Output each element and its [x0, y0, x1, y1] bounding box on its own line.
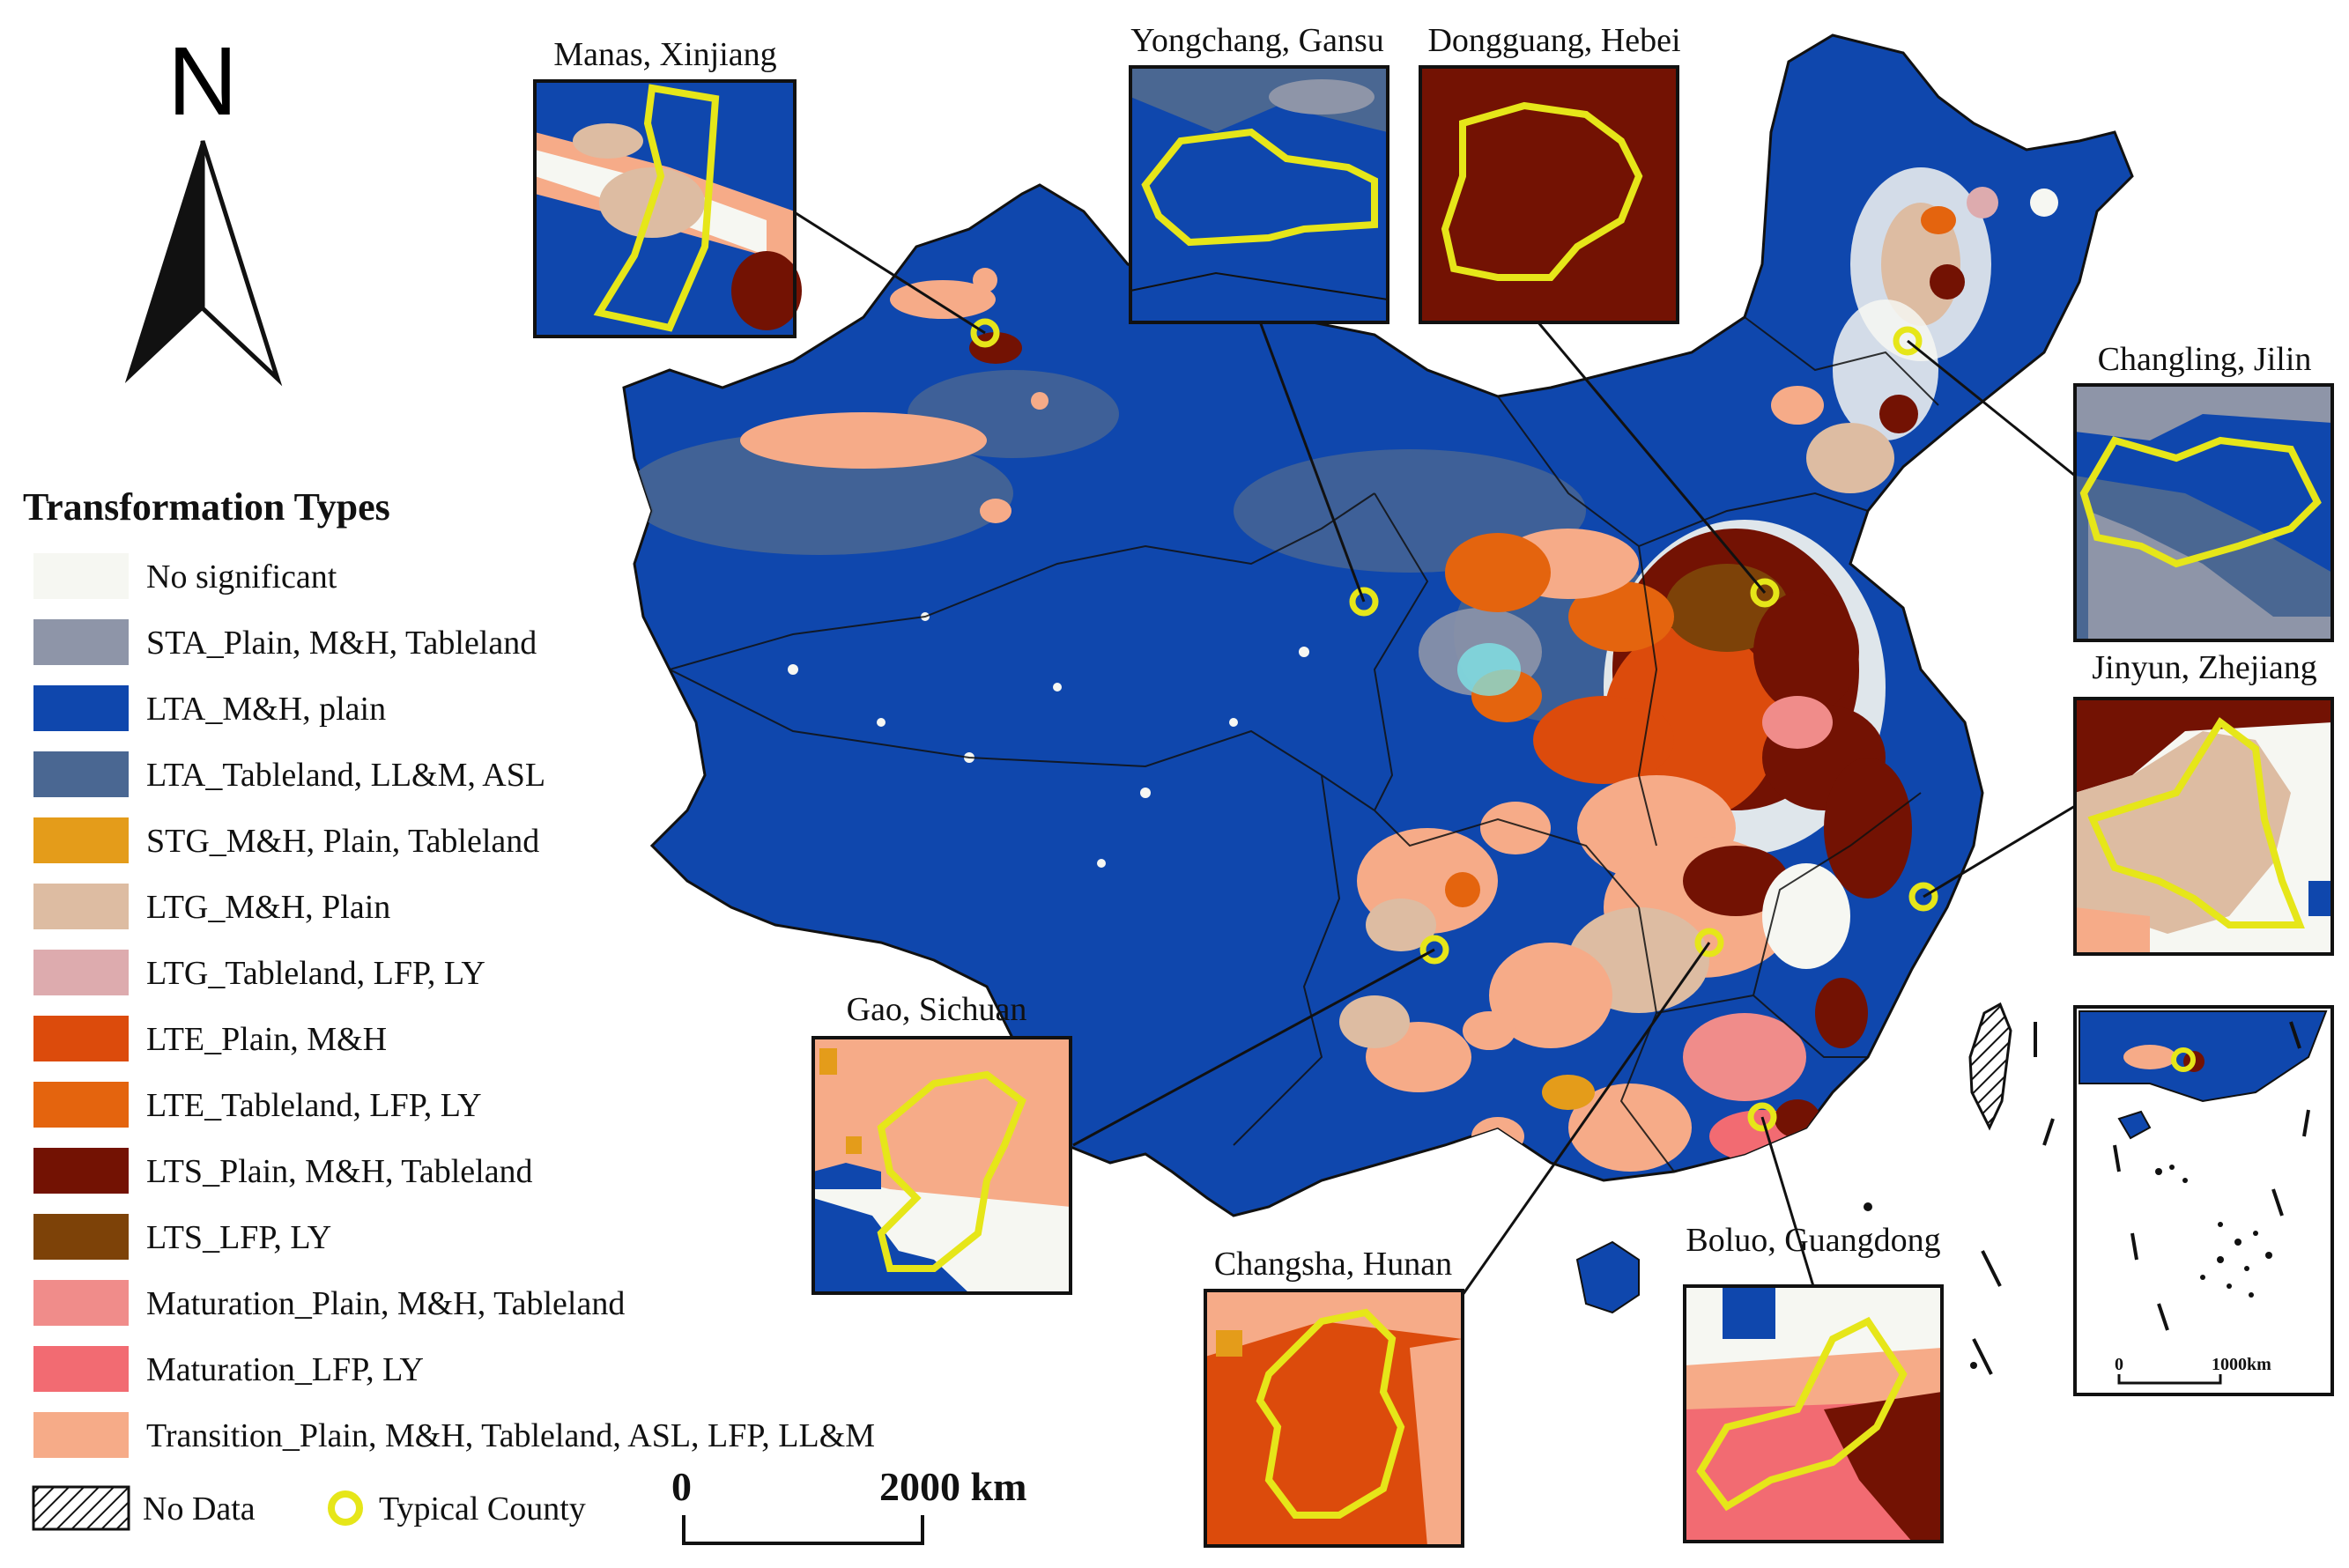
legend-item: Transition_Plain, M&H, Tableland, ASL, L…: [33, 1412, 875, 1458]
scale-end: 2000 km: [879, 1464, 1026, 1509]
legend-label: STA_Plain, M&H, Tableland: [146, 625, 537, 662]
typical-county-markers: [970, 318, 1938, 1132]
inset-title: Manas, Xinjiang: [553, 36, 776, 73]
mini-scale-end: 1000km: [2212, 1355, 2271, 1374]
legend-label: LTG_Tableland, LFP, LY: [146, 955, 485, 992]
inset-changling: Changling, Jilin: [2073, 341, 2334, 642]
legend-item: LTE_Plain, M&H: [33, 1016, 387, 1061]
mainland-patches: [626, 167, 2058, 1172]
legend-item: LTG_M&H, Plain: [33, 884, 390, 929]
inset-title: Changling, Jilin: [2098, 341, 2312, 378]
legend-no-data: No Data: [32, 1485, 256, 1531]
legend-title: Transformation Types: [23, 485, 390, 529]
marker-changling[interactable]: [1893, 326, 1923, 356]
scale-bar: 0 2000 km: [671, 1464, 1026, 1545]
legend-swatch: [33, 553, 129, 599]
inset-changsha: Changsha, Hunan: [1204, 1246, 1464, 1548]
legend-label: No significant: [146, 558, 337, 595]
legend-label: LTS_Plain, M&H, Tableland: [146, 1153, 533, 1190]
marker-manas[interactable]: [970, 318, 1000, 348]
inset-title: Yongchang, Gansu: [1130, 22, 1383, 59]
inset-title: Boluo, Guangdong: [1686, 1222, 1940, 1259]
legend-label: LTA_M&H, plain: [146, 691, 386, 728]
legend-swatch: [33, 1214, 129, 1260]
marker-boluo[interactable]: [1747, 1102, 1777, 1132]
legend-item: LTA_M&H, plain: [33, 685, 386, 731]
legend-item: Maturation_Plain, M&H, Tableland: [33, 1280, 625, 1326]
legend-swatch: [33, 685, 129, 731]
legend-swatch: [33, 751, 129, 797]
legend-item: LTS_LFP, LY: [33, 1214, 331, 1260]
north-label: N: [167, 27, 237, 136]
inset-manas: Manas, Xinjiang: [533, 36, 802, 338]
marker-jinyun[interactable]: [1908, 882, 1938, 912]
legend-swatch: [33, 619, 129, 665]
mainland: [622, 33, 2134, 1217]
legend-label: Maturation_Plain, M&H, Tableland: [146, 1285, 625, 1322]
legend-item: STG_M&H, Plain, Tableland: [33, 817, 539, 863]
legend-swatch: [33, 950, 129, 995]
legend-swatch: [33, 884, 129, 929]
legend-swatch: [33, 1412, 129, 1458]
inset-yongchang: Yongchang, Gansu: [1129, 22, 1389, 324]
legend-typical-county: Typical County: [328, 1490, 586, 1527]
inset-south-china-sea: 0 1000km: [2073, 1005, 2334, 1396]
legend-item: Maturation_LFP, LY: [33, 1346, 424, 1392]
marker-yongchang[interactable]: [1349, 587, 1379, 617]
leader-lines: [792, 210, 2076, 1296]
inset-jinyun: Jinyun, Zhejiang: [2073, 649, 2334, 956]
legend-item: LTA_Tableland, LL&M, ASL: [33, 751, 545, 797]
hainan-island: [1575, 1240, 1640, 1314]
inset-title: Changsha, Hunan: [1214, 1246, 1452, 1283]
scale-start: 0: [671, 1464, 692, 1509]
legend-item: LTE_Tableland, LFP, LY: [33, 1082, 482, 1128]
legend-label: LTE_Tableland, LFP, LY: [146, 1087, 482, 1124]
legend-swatch: [33, 1016, 129, 1061]
legend: Transformation Types No significant STA_P…: [23, 485, 875, 1531]
legend-item: LTS_Plain, M&H, Tableland: [33, 1148, 533, 1194]
legend-swatch: [33, 1280, 129, 1326]
marker-changsha[interactable]: [1694, 928, 1724, 958]
mini-scale-start: 0: [2115, 1355, 2123, 1374]
inset-gao: Gao, Sichuan: [811, 991, 1072, 1295]
legend-swatch: [33, 817, 129, 863]
legend-label: LTA_Tableland, LL&M, ASL: [146, 757, 545, 794]
sea-dash-marks: [1972, 1022, 2055, 1375]
marker-gao[interactable]: [1419, 935, 1449, 965]
legend-items: No significant STA_Plain, M&H, Tableland L…: [33, 553, 875, 1458]
legend-label: LTG_M&H, Plain: [146, 889, 390, 926]
inset-title: Dongguang, Hebei: [1427, 22, 1680, 59]
legend-swatch: [33, 1082, 129, 1128]
legend-item: STA_Plain, M&H, Tableland: [33, 619, 537, 665]
legend-label: LTE_Plain, M&H: [146, 1021, 387, 1058]
inset-title: Gao, Sichuan: [847, 991, 1027, 1028]
legend-swatch: [33, 1148, 129, 1194]
marker-dongguang[interactable]: [1750, 578, 1780, 608]
scs-islands: [2155, 1165, 2272, 1298]
legend-item: LTG_Tableland, LFP, LY: [33, 950, 485, 995]
mini-scale-bar: 0 1000km: [2115, 1355, 2271, 1385]
inset-boluo: Boluo, Guangdong: [1683, 1222, 1944, 1543]
inset-title: Jinyun, Zhejiang: [2092, 649, 2316, 686]
inset-dongguang: Dongguang, Hebei: [1419, 22, 1681, 324]
legend-label: Transition_Plain, M&H, Tableland, ASL, L…: [146, 1417, 875, 1454]
legend-item: No significant: [33, 553, 337, 599]
north-arrow: N: [124, 27, 283, 387]
legend-swatch: [33, 1346, 129, 1392]
legend-label: STG_M&H, Plain, Tableland: [146, 823, 539, 860]
province-borders: [669, 316, 1939, 1172]
legend-label: Maturation_LFP, LY: [146, 1351, 424, 1388]
scs-dashes: [2113, 1021, 2310, 1331]
typical-county-label: Typical County: [379, 1490, 586, 1527]
legend-label: LTS_LFP, LY: [146, 1219, 331, 1256]
no-data-label: No Data: [143, 1490, 256, 1527]
taiwan-no-data: [1968, 1002, 2012, 1131]
